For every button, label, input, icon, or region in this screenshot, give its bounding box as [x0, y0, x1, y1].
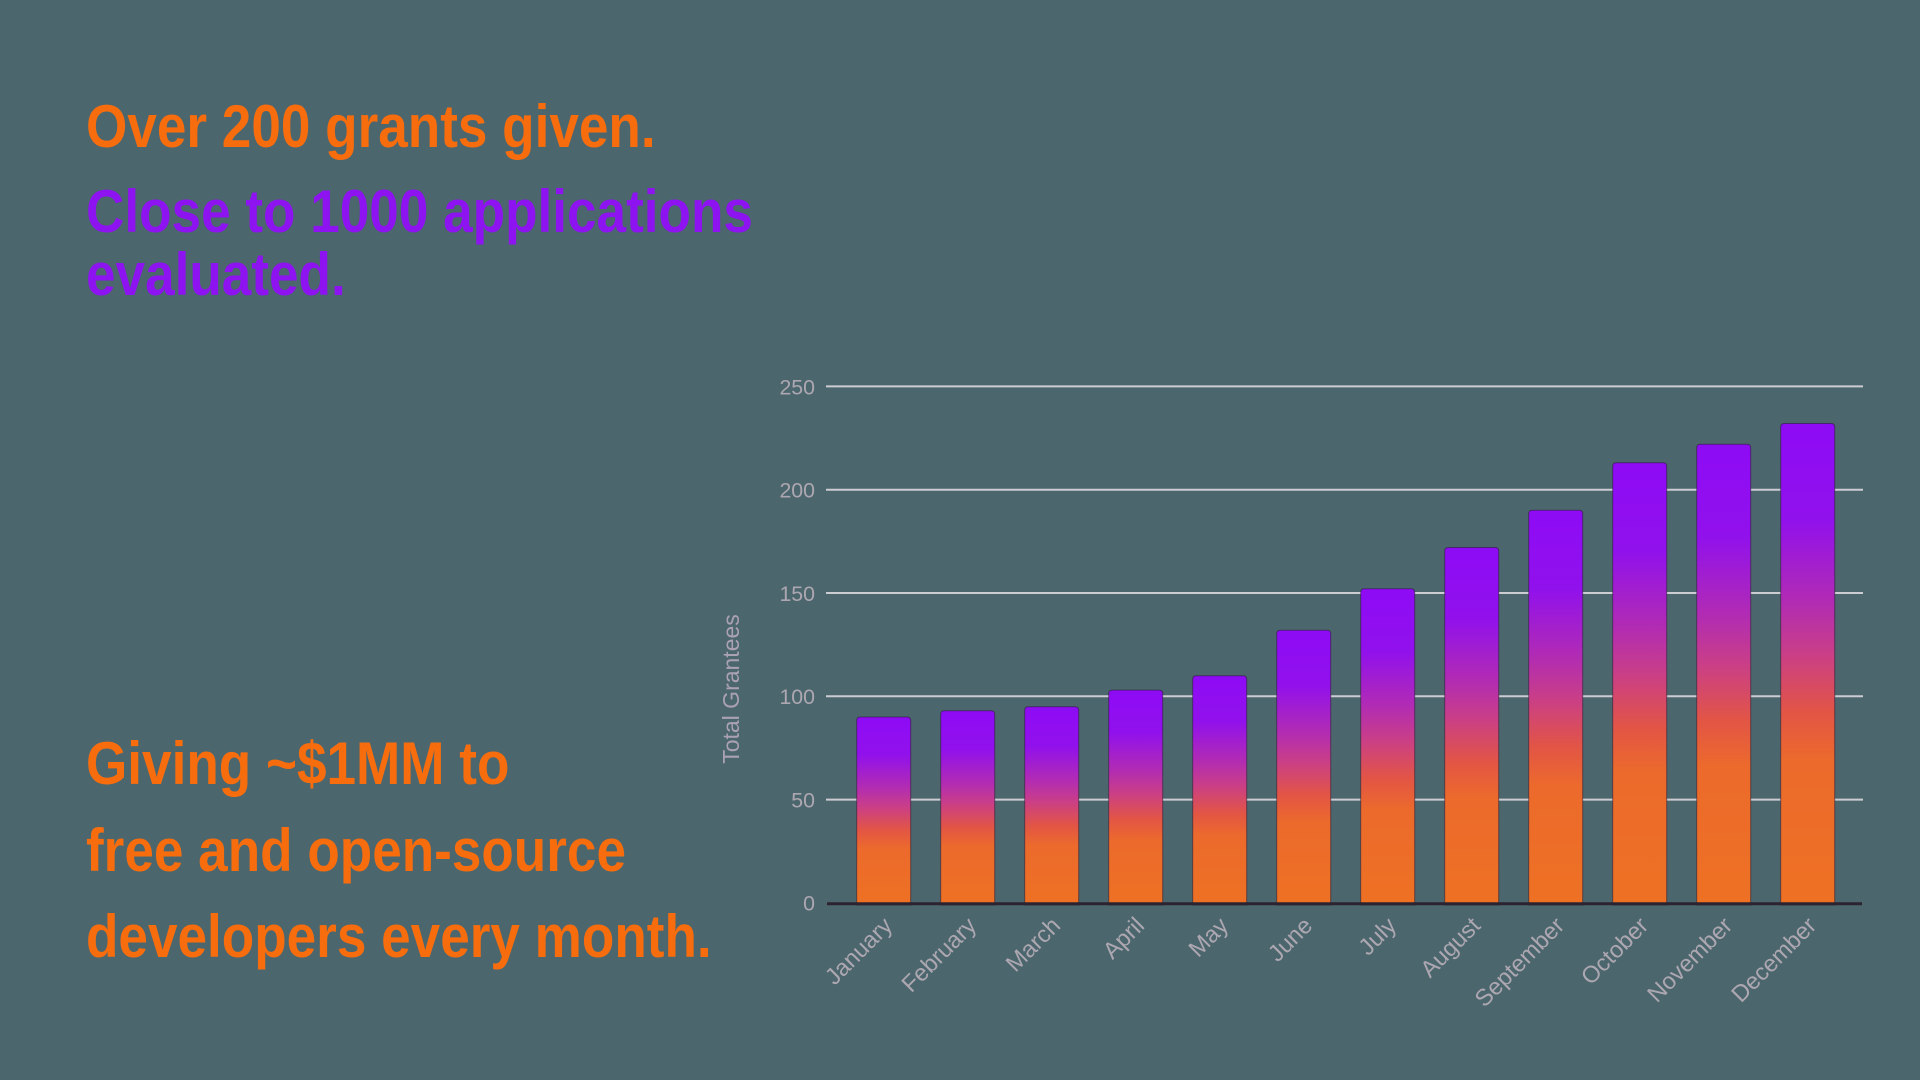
- svg-text:February: February: [896, 912, 981, 997]
- svg-text:Total Grantees: Total Grantees: [718, 614, 744, 764]
- svg-text:December: December: [1726, 912, 1821, 1007]
- svg-text:July: July: [1353, 912, 1401, 960]
- svg-text:250: 250: [779, 375, 815, 399]
- svg-text:March: March: [1001, 912, 1066, 977]
- svg-text:100: 100: [779, 685, 815, 709]
- svg-text:January: January: [820, 912, 898, 990]
- svg-text:150: 150: [779, 582, 815, 606]
- svg-text:November: November: [1642, 912, 1737, 1007]
- svg-text:0: 0: [803, 891, 815, 915]
- svg-text:June: June: [1263, 912, 1317, 966]
- svg-text:50: 50: [791, 789, 815, 813]
- svg-text:August: August: [1415, 912, 1485, 982]
- svg-text:200: 200: [779, 479, 815, 503]
- svg-text:April: April: [1098, 912, 1150, 964]
- svg-text:September: September: [1470, 912, 1570, 1012]
- svg-text:October: October: [1576, 912, 1654, 990]
- svg-text:May: May: [1183, 912, 1233, 962]
